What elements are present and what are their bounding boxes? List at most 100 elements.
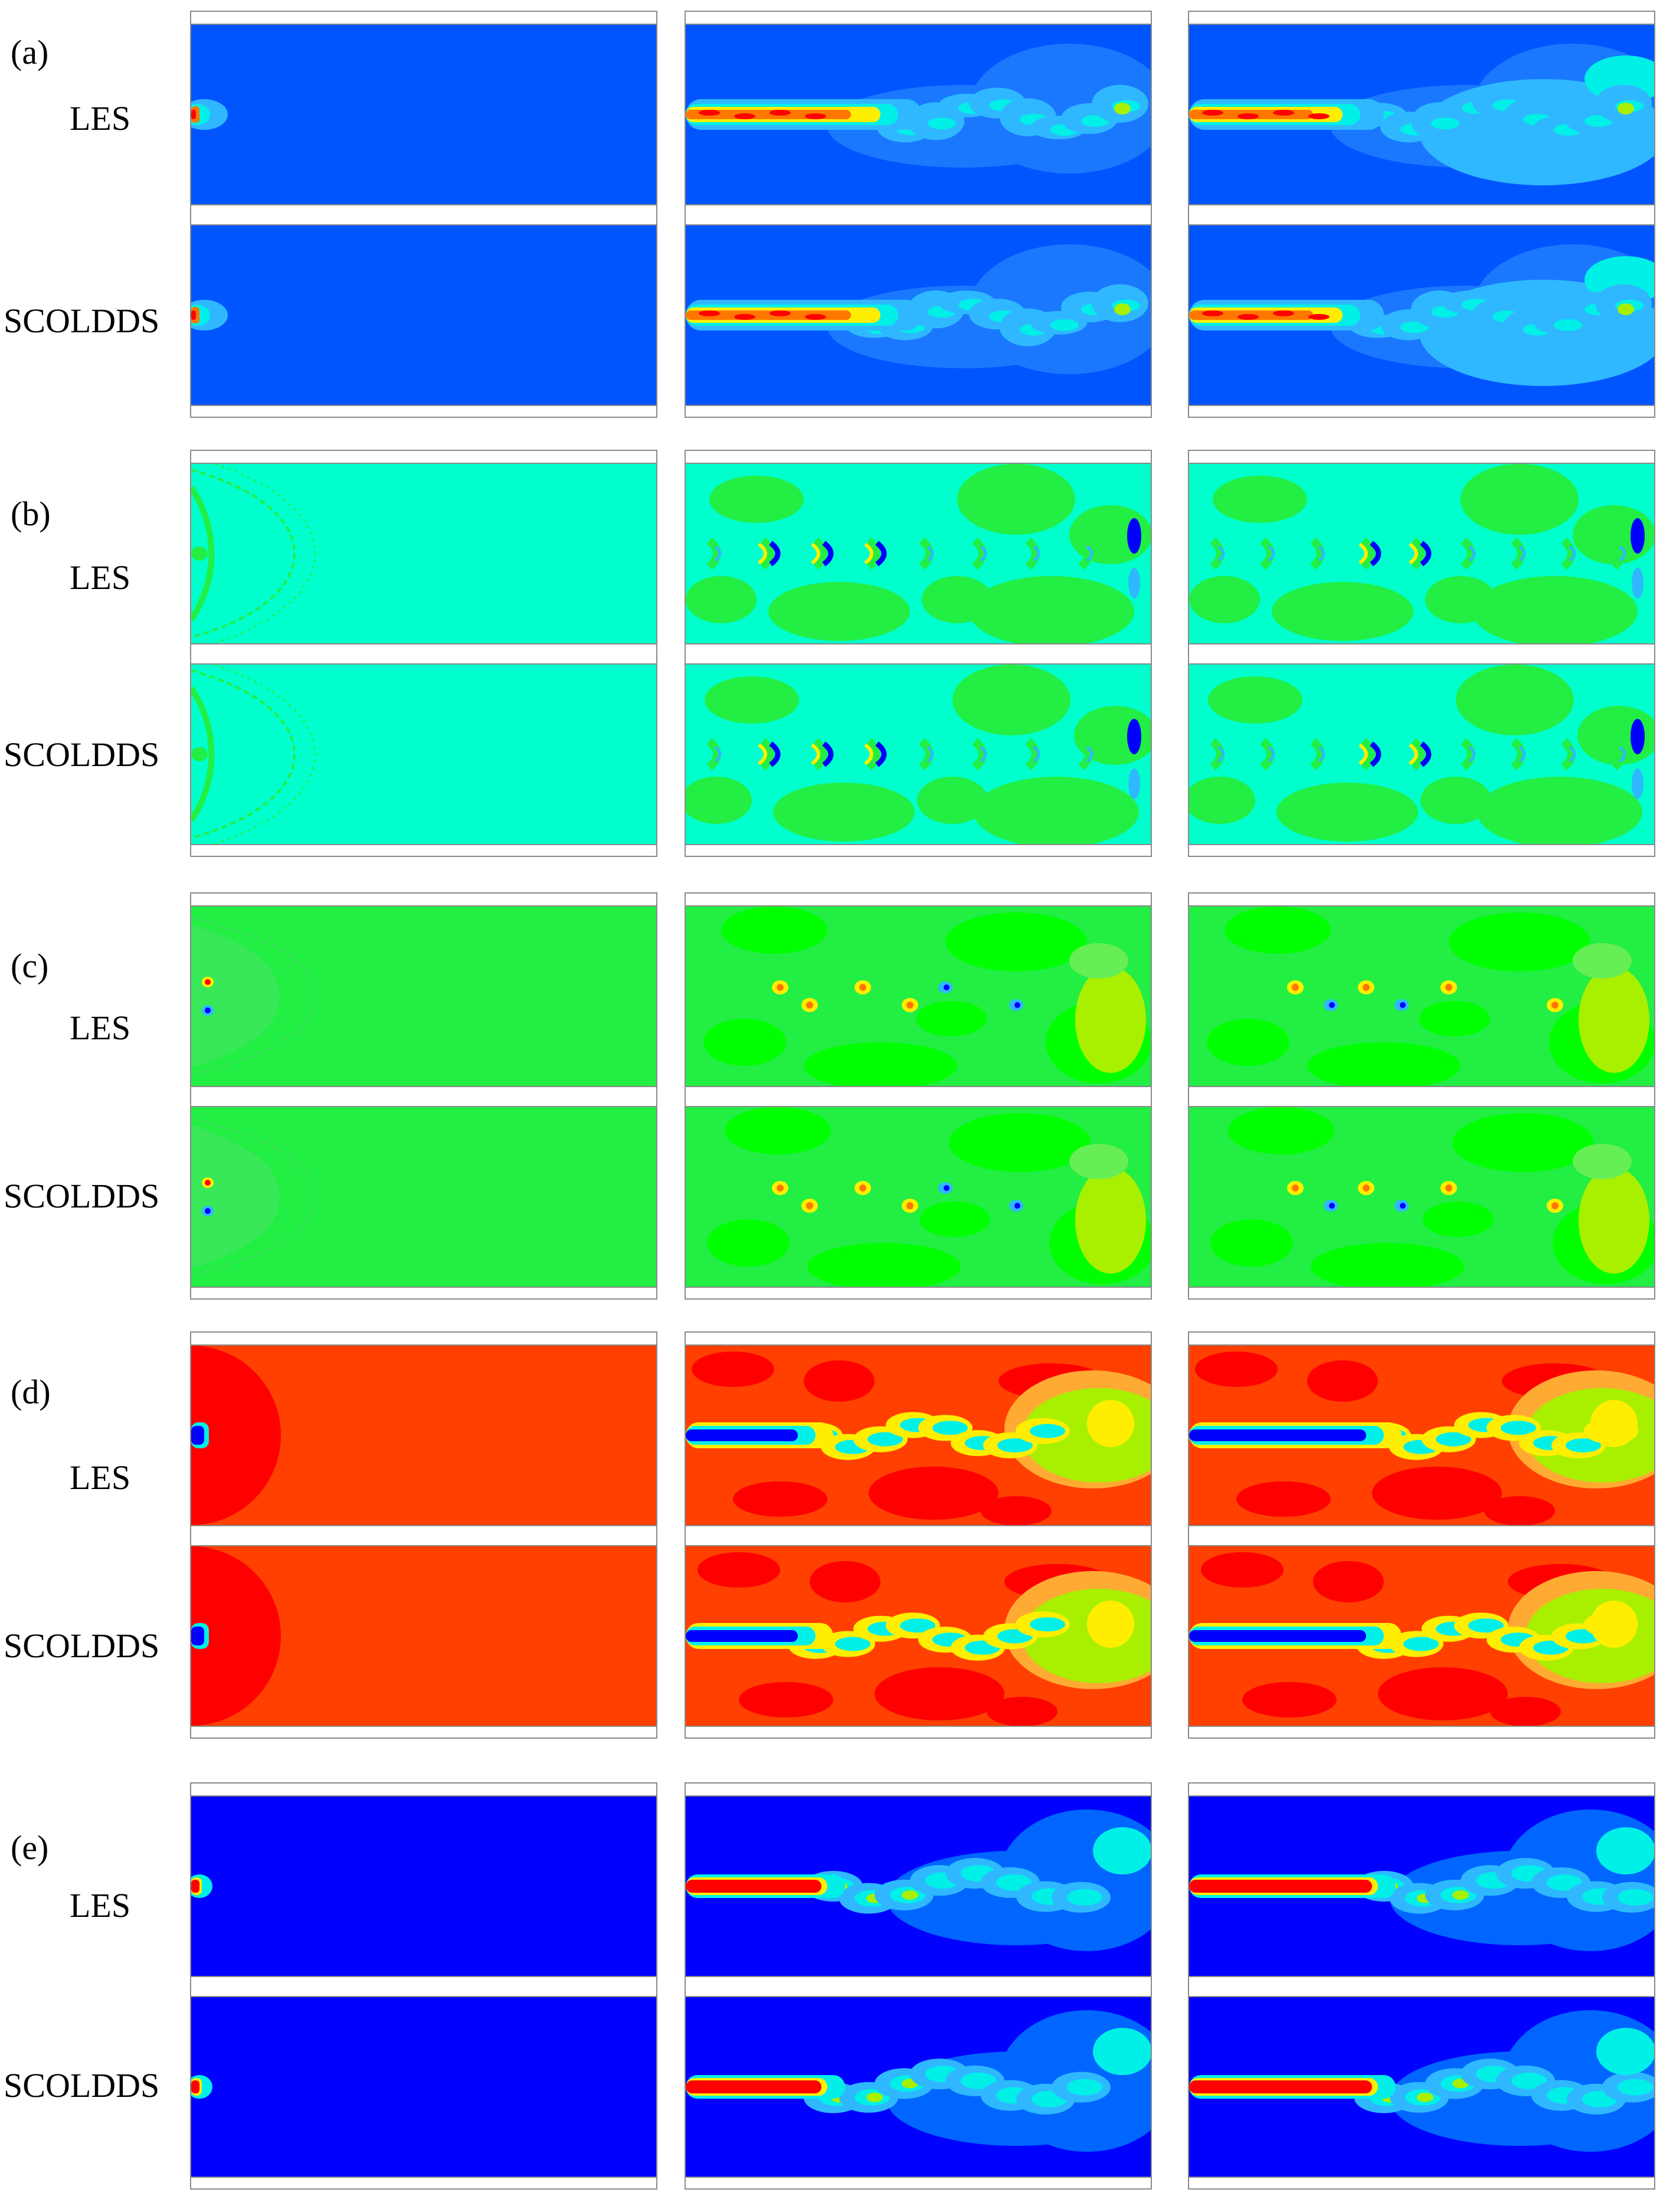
vortex-neg-core [944, 1185, 950, 1191]
jet-hot-spot [1237, 113, 1259, 119]
row-e-les-panel-3 [1189, 1795, 1654, 1977]
vortex-chevron [1461, 738, 1475, 771]
jet-hot-spot [699, 310, 720, 316]
row-e-frame-1 [190, 1782, 657, 2190]
contour-plot [1210, 1107, 1654, 1287]
vortex-chevron-weak [1268, 545, 1275, 562]
fluctuation-patch [952, 665, 1070, 735]
vortex-chevron-neg [875, 541, 887, 567]
vortex-chevron [1511, 738, 1525, 771]
vortex-chevron [1260, 537, 1275, 570]
fluctuation-patch [686, 777, 752, 824]
row-e-les-label: LES [70, 1886, 131, 1925]
row-a-les-panel-2 [686, 24, 1151, 205]
vortex-chevron [1561, 738, 1576, 771]
vortex-pos-core [1445, 1184, 1452, 1192]
row-a-frame-3 [1188, 11, 1655, 418]
vortex-chevron [759, 537, 774, 570]
pressure-patch [1307, 1042, 1461, 1086]
jet-core [686, 1429, 798, 1441]
pressure-patch [945, 912, 1087, 971]
fluctuation-patch [773, 783, 915, 842]
jet-hot-spot [1202, 310, 1223, 316]
row-b-frame-3 [1188, 450, 1655, 857]
pressure-patch [707, 1219, 790, 1267]
vortex-chevron [972, 738, 987, 771]
edge-vortex-tail [1632, 768, 1643, 799]
plume-tip [1114, 303, 1131, 315]
pressure-patch [1228, 1107, 1334, 1154]
contour-plot [1189, 244, 1654, 386]
row-b-les-panel-1 [191, 463, 656, 644]
row-c-les-label: LES [70, 1009, 131, 1047]
pressure-patch [703, 1019, 786, 1066]
vortex-chevron-pos [1409, 542, 1418, 565]
vortex-neg-core [1329, 1203, 1335, 1209]
contour-plot [1189, 1809, 1654, 1951]
row-d-frame-1 [190, 1331, 657, 1739]
row-e-scoldds-panel-2 [686, 1996, 1151, 2178]
vortex-chevron-weak [1217, 746, 1225, 763]
pressure-patch [1423, 1202, 1494, 1237]
vortex-chevron-weak [1518, 545, 1526, 562]
vortex-pos-core [1292, 1184, 1299, 1192]
jet-core [1189, 1630, 1366, 1642]
inlet-spot [191, 747, 208, 761]
temperature-patch [739, 1682, 833, 1717]
vortex-chevron [1410, 738, 1425, 771]
vortex-pos-core [1551, 1202, 1559, 1209]
row-c-les-panel-2 [686, 905, 1151, 1087]
row-e-scoldds-panel-3 [1189, 1996, 1654, 2178]
vortex-neg-core [1329, 1002, 1335, 1008]
temperature-patch [1378, 1667, 1508, 1720]
fluctuation-patch [1472, 576, 1638, 643]
vortex-neg-core [1014, 1002, 1020, 1008]
vortex-chevron [1360, 738, 1375, 771]
fluctuation-patch [686, 576, 757, 623]
contour-plot [1189, 1352, 1654, 1525]
temperature-patch [869, 1467, 998, 1520]
contour-plot [191, 1546, 281, 1726]
pressure-wave [191, 1118, 316, 1276]
row-c-les-panel-1 [191, 905, 656, 1087]
pressure-lobe-top [1573, 943, 1632, 979]
vortex-core [1431, 117, 1459, 130]
row-e-tag: (e) [11, 1828, 49, 1867]
row-c-frame-3 [1188, 892, 1655, 1300]
pressure-lobe [1579, 967, 1649, 1073]
jet-hot-spot [805, 113, 826, 119]
vortex-chevron [1511, 537, 1525, 570]
edge-vortex [1631, 518, 1645, 554]
contour-plot [686, 1352, 1151, 1525]
mixing-core [1566, 1438, 1601, 1453]
row-c-les-panel-3 [1189, 905, 1654, 1087]
row-d-les-panel-1 [191, 1344, 656, 1526]
fluctuation-patch [768, 582, 910, 641]
mixing-tip [1590, 1601, 1638, 1648]
inlet-spot [191, 547, 208, 561]
row-d-frame-3 [1188, 1331, 1655, 1739]
plume-tip [1114, 103, 1131, 114]
mixing-core [932, 1421, 968, 1435]
pressure-patch [804, 1042, 957, 1086]
vortex-neg-core [1400, 1203, 1406, 1209]
row-a-scoldds-panel-1 [191, 224, 656, 406]
edge-vortex-tail [1128, 568, 1140, 598]
jet-hot-spot [1308, 314, 1330, 320]
jet-core [1189, 1880, 1372, 1893]
vortex-chevron-weak [980, 545, 987, 562]
vortex-chevron [1360, 537, 1375, 570]
row-c-scoldds-panel-3 [1189, 1106, 1654, 1288]
edge-vortex-tail [1128, 768, 1140, 799]
row-e-frame-2 [685, 1782, 1152, 2190]
row-d-tag: (d) [11, 1373, 51, 1411]
vortex-chevron-neg [1370, 741, 1381, 767]
vortex-chevron [1461, 537, 1475, 570]
contour-plot [686, 244, 1151, 374]
pressure-patch [1207, 1019, 1289, 1066]
mixing-tip [1590, 1400, 1638, 1447]
pressure-lobe [1579, 1167, 1649, 1274]
vortex-neg-core [205, 1208, 211, 1214]
row-c-tag: (c) [11, 947, 49, 985]
temperature-patch [1490, 1697, 1561, 1726]
